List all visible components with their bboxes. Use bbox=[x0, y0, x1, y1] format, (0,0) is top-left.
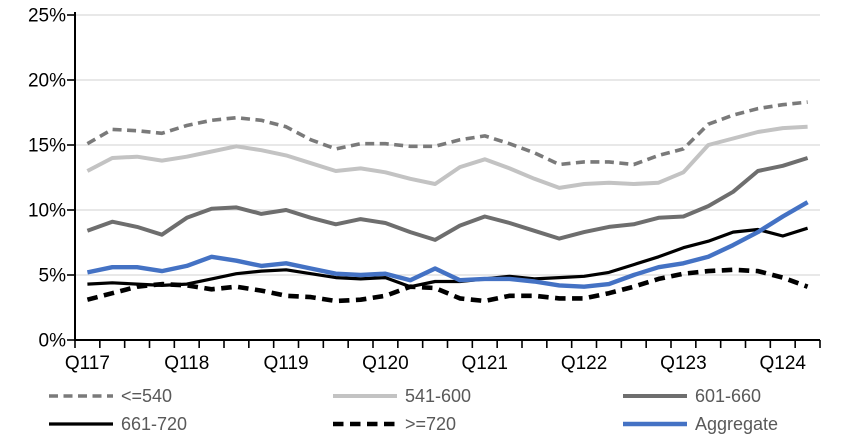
legend-swatch-aggregate bbox=[622, 412, 688, 436]
y-axis-label-0%: 0% bbox=[39, 331, 67, 352]
legend-label-lte540: <=540 bbox=[121, 385, 173, 406]
legend-swatch-lte540 bbox=[48, 384, 114, 408]
legend-label-aggregate: Aggregate bbox=[695, 413, 779, 434]
x-axis-label-Q119: Q119 bbox=[264, 353, 309, 374]
legend-item-601-660: 601-660 bbox=[622, 384, 761, 408]
legend-swatch-line bbox=[49, 394, 113, 398]
x-axis-label-Q123: Q123 bbox=[660, 353, 706, 374]
legend-item-aggregate: Aggregate bbox=[622, 412, 778, 436]
legend-swatch-line bbox=[333, 394, 397, 398]
legend-swatch-line bbox=[49, 422, 113, 426]
legend-swatch-541-600 bbox=[332, 384, 398, 408]
y-axis-label-15%: 15% bbox=[28, 136, 66, 157]
legend-label-601-660: 601-660 bbox=[695, 385, 762, 406]
legend-swatch-line bbox=[623, 394, 687, 398]
y-axis-label-25%: 25% bbox=[28, 6, 66, 27]
x-axis-label-Q121: Q121 bbox=[462, 353, 508, 374]
y-axis-label-5%: 5% bbox=[39, 266, 67, 287]
x-axis-label-Q117: Q117 bbox=[65, 353, 110, 374]
y-axis-label-20%: 20% bbox=[28, 71, 66, 92]
series-line-720 bbox=[86, 267, 809, 304]
legend-item-541-600: 541-600 bbox=[332, 384, 471, 408]
x-axis-label-Q124: Q124 bbox=[760, 353, 807, 374]
x-axis-label-Q122: Q122 bbox=[561, 353, 607, 374]
series-line-661720 bbox=[87, 226, 809, 289]
legend-swatch-line bbox=[333, 421, 397, 427]
y-axis-label-10%: 10% bbox=[28, 201, 66, 222]
legend-swatch-601-660 bbox=[622, 384, 688, 408]
series-line-541600 bbox=[86, 124, 808, 190]
legend-item-lte540: <=540 bbox=[48, 384, 172, 408]
series-line-601660 bbox=[86, 156, 809, 242]
legend-label-661-720: 661-720 bbox=[121, 413, 188, 434]
legend-label-gte720: >=720 bbox=[405, 413, 457, 434]
x-axis-label-Q118: Q118 bbox=[164, 353, 209, 374]
x-axis-label-Q120: Q120 bbox=[362, 353, 408, 374]
legend-swatch-661-720 bbox=[48, 412, 114, 436]
series-line-Aggregate bbox=[86, 200, 809, 289]
legend-label-541-600: 541-600 bbox=[405, 385, 472, 406]
legend-item-gte720: >=720 bbox=[332, 412, 456, 436]
legend-swatch-gte720 bbox=[332, 412, 398, 436]
legend-swatch-line bbox=[623, 421, 687, 427]
legend-item-661-720: 661-720 bbox=[48, 412, 187, 436]
